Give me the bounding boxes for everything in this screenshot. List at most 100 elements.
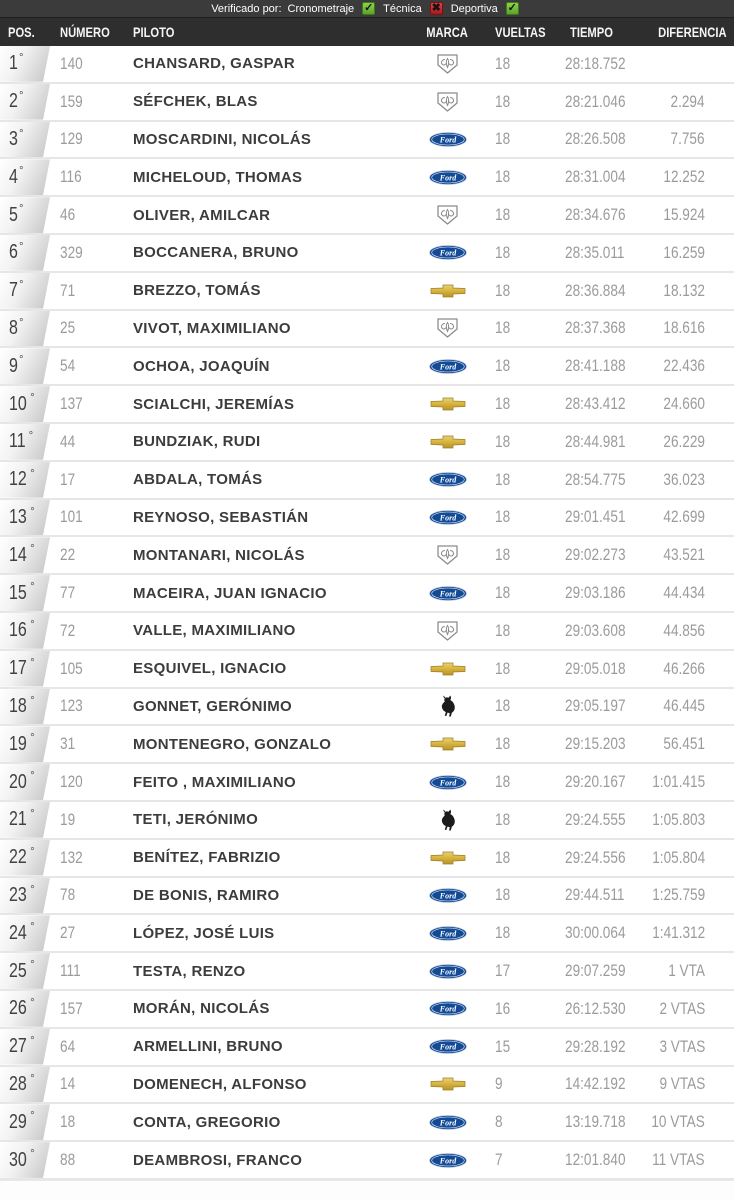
table-row[interactable]: 22 ° 132 BENÍTEZ, FABRIZIO 18 29:24.556 1… [0, 839, 734, 878]
table-row[interactable]: 5 ° 46 OLIVER, AMILCAR 18 28:34.676 15.92… [0, 197, 734, 235]
table-row[interactable]: 20 ° 120 FEITO , MAXIMILIANO Ford 18 29:2… [0, 764, 734, 802]
table-row[interactable]: 8 ° 25 VIVOT, MAXIMILIANO 18 28:37.368 18… [0, 310, 734, 349]
time-cell: 29:03.608 [565, 620, 626, 640]
gap-cell: 16.259 [663, 242, 705, 262]
table-row[interactable]: 17 ° 105 ESQUIVEL, IGNACIO 18 29:05.018 4… [0, 650, 734, 689]
svg-text:Ford: Ford [438, 891, 456, 900]
column-header-marca: MARCA [426, 24, 469, 40]
gap-cell: 10 VTAS [651, 1112, 705, 1132]
table-row[interactable]: 10 ° 137 SCIALCHI, JEREMÍAS 18 28:43.412 … [0, 386, 734, 424]
table-row[interactable]: 14 ° 22 MONTANARI, NICOLÁS 18 29:02.273 4… [0, 537, 734, 576]
position-cell: 10 ° [0, 386, 56, 422]
svg-text:Ford: Ford [438, 249, 456, 258]
car-number-cell: 14 [60, 1074, 76, 1094]
laps-cell: 18 [495, 772, 511, 792]
position-degree: ° [19, 278, 24, 291]
ford-logo-icon: Ford [428, 472, 467, 488]
dodge-ram-logo-icon [437, 318, 458, 339]
car-number-cell: 111 [60, 961, 81, 981]
time-cell: 26:12.530 [565, 998, 626, 1018]
table-row[interactable]: 18 ° 123 GONNET, GERÓNIMO 18 29:05.197 46… [0, 688, 734, 727]
position-degree: ° [30, 732, 35, 745]
position-degree: ° [30, 807, 35, 820]
position-cell: 9 ° [0, 348, 56, 384]
car-number-cell: 54 [60, 356, 76, 376]
table-row[interactable]: 1 ° 140 CHANSARD, GASPAR 18 28:18.752 [0, 46, 734, 84]
table-row[interactable]: 16 ° 72 VALLE, MAXIMILIANO 18 29:03.608 4… [0, 612, 734, 651]
table-row[interactable]: 29 ° 18 CONTA, GREGORIO Ford 8 13:19.718 … [0, 1104, 734, 1143]
table-row[interactable]: 13 ° 101 REYNOSO, SEBASTIÁN Ford 18 29:01… [0, 499, 734, 538]
svg-text:Ford: Ford [438, 362, 456, 371]
table-row[interactable]: 24 ° 27 LÓPEZ, JOSÉ LUIS Ford 18 30:00.06… [0, 915, 734, 954]
dodge-ram-logo-icon [437, 205, 458, 225]
svg-text:Ford: Ford [438, 173, 456, 182]
position-cell: 4 ° [0, 159, 56, 195]
table-row[interactable]: 19 ° 31 MONTENEGRO, GONZALO 18 29:15.203 … [0, 726, 734, 765]
gap-cell: 11 VTAS [652, 1150, 705, 1169]
pilot-name-cell: BREZZO, TOMÁS [133, 282, 261, 300]
table-row[interactable]: 9 ° 54 OCHOA, JOAQUÍN Ford 18 28:41.188 2… [0, 348, 734, 387]
table-row[interactable]: 21 ° 19 TETI, JERÓNIMO 18 29:24.555 1:05.… [0, 801, 734, 840]
car-number-cell: 17 [60, 469, 76, 489]
car-number-cell: 72 [60, 620, 76, 640]
position-number: 24 [9, 921, 27, 944]
position-cell: 15 ° [0, 575, 56, 611]
marca-cell: Ford [420, 159, 475, 195]
table-row[interactable]: 30 ° 88 DEAMBROSI, FRANCO Ford 7 12:01.84… [0, 1142, 734, 1180]
marca-cell [420, 802, 475, 838]
position-number: 6 [9, 241, 18, 264]
position-badge: 18 ° [0, 689, 50, 725]
table-row[interactable]: 11 ° 44 BUNDZIAK, RUDI 18 28:44.981 26.22… [0, 423, 734, 462]
position-degree: ° [30, 921, 35, 934]
time-cell: 29:05.197 [565, 696, 626, 716]
laps-cell: 18 [495, 205, 511, 225]
table-row[interactable]: 2 ° 159 SÉFCHEK, BLAS 18 28:21.046 2.294 [0, 83, 734, 122]
table-row[interactable]: 28 ° 14 DOMENECH, ALFONSO 9 14:42.192 9 V… [0, 1066, 734, 1105]
car-number-cell: 137 [60, 394, 83, 414]
marca-cell [420, 311, 475, 347]
pilot-name-cell: LÓPEZ, JOSÉ LUIS [133, 924, 275, 942]
table-row[interactable]: 12 ° 17 ABDALA, TOMÁS Ford 18 28:54.775 3… [0, 461, 734, 500]
position-badge: 14 ° [0, 537, 50, 573]
position-number: 7 [9, 279, 18, 302]
table-row[interactable]: 3 ° 129 MOSCARDINI, NICOLÁS Ford 18 28:26… [0, 121, 734, 160]
position-cell: 19 ° [0, 726, 56, 762]
position-badge: 17 ° [0, 651, 50, 687]
laps-cell: 18 [495, 658, 511, 678]
table-row[interactable]: 4 ° 116 MICHELOUD, THOMAS Ford 18 28:31.0… [0, 159, 734, 198]
table-row[interactable]: 6 ° 329 BOCCANERA, BRUNO Ford 18 28:35.01… [0, 234, 734, 273]
pilot-name-cell: MONTENEGRO, GONZALO [133, 735, 332, 753]
position-badge: 23 ° [0, 878, 50, 914]
time-cell: 28:44.981 [565, 431, 626, 451]
position-degree: ° [19, 203, 24, 216]
laps-cell: 17 [495, 961, 511, 981]
position-badge: 13 ° [0, 500, 50, 536]
position-number: 8 [9, 316, 18, 339]
table-row[interactable]: 7 ° 71 BREZZO, TOMÁS 18 28:36.884 18.132 [0, 272, 734, 311]
table-row[interactable]: 26 ° 157 MORÁN, NICOLÁS Ford 16 26:12.530… [0, 990, 734, 1029]
marca-cell [420, 726, 475, 762]
position-badge: 1 ° [0, 46, 50, 82]
ford-logo-icon: Ford [428, 585, 467, 601]
pilot-name-cell: BUNDZIAK, RUDI [133, 433, 261, 451]
position-degree: ° [30, 1072, 35, 1085]
laps-cell: 18 [495, 696, 511, 716]
position-badge: 4 ° [0, 159, 50, 195]
position-degree: ° [19, 165, 24, 178]
pilot-name-cell: BENÍTEZ, FABRIZIO [133, 849, 281, 867]
svg-text:Ford: Ford [438, 1118, 456, 1127]
position-badge: 3 ° [0, 122, 50, 158]
table-row[interactable]: 27 ° 64 ARMELLINI, BRUNO Ford 15 29:28.19… [0, 1028, 734, 1067]
marca-cell: Ford [420, 878, 475, 914]
marca-cell: Ford [420, 1029, 475, 1065]
time-cell: 28:34.676 [565, 205, 626, 225]
table-row[interactable]: 25 ° 111 TESTA, RENZO Ford 17 29:07.259 1… [0, 953, 734, 991]
time-cell: 30:00.064 [565, 923, 626, 943]
marca-cell: Ford [420, 764, 475, 800]
table-row[interactable]: 23 ° 78 DE BONIS, RAMIRO Ford 18 29:44.51… [0, 877, 734, 916]
position-number: 25 [9, 959, 27, 982]
table-row[interactable]: 15 ° 77 MACEIRA, JUAN IGNACIO Ford 18 29:… [0, 575, 734, 613]
time-cell: 28:35.011 [565, 242, 625, 262]
time-cell: 28:18.752 [565, 53, 626, 73]
